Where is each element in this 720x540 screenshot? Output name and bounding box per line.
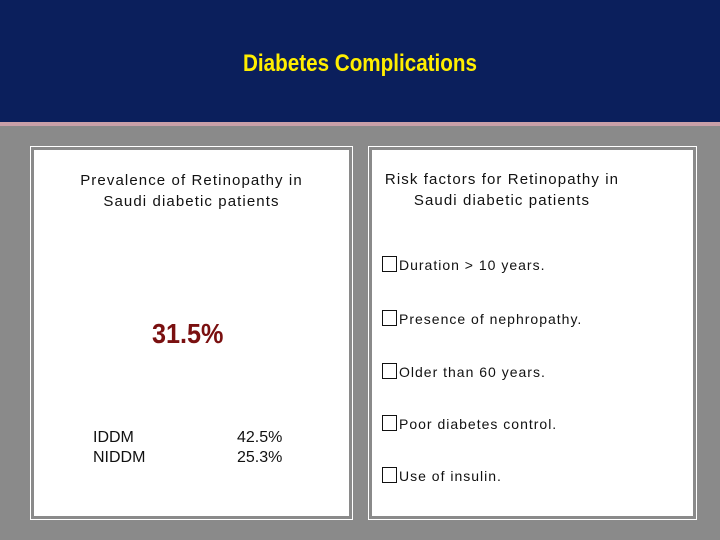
square-bullet-icon <box>382 256 397 272</box>
square-bullet-icon <box>382 363 397 379</box>
risk-factor-item: Older than 60 years. <box>382 363 546 380</box>
square-bullet-icon <box>382 415 397 431</box>
panel-title: Prevalence of Retinopathy in Saudi diabe… <box>34 170 349 212</box>
risk-factor-item: Poor diabetes control. <box>382 415 557 432</box>
square-bullet-icon <box>382 467 397 483</box>
risk-factors-panel: Risk factors for Retinopathy in Saudi di… <box>368 146 697 520</box>
panel-title-line-2: Saudi diabetic patients <box>103 193 280 210</box>
row-value-niddm: 25.3% <box>237 449 283 466</box>
risk-factor-item: Duration > 10 years. <box>382 256 545 273</box>
retinopathy-prevalence-panel: Prevalence of Retinopathy in Saudi diabe… <box>30 146 353 520</box>
panel-title-line-2: Saudi diabetic patients <box>413 192 591 209</box>
row-label-iddm: IDDM <box>93 429 134 446</box>
risk-factor-text: Use of insulin. <box>399 468 502 484</box>
panel-title: Risk factors for Retinopathy in Saudi di… <box>372 169 632 211</box>
risk-factor-text: Duration > 10 years. <box>399 257 546 273</box>
risk-factor-item: Use of insulin. <box>382 467 502 484</box>
panel-title-line-1: Risk factors for Retinopathy in <box>384 171 620 188</box>
panel-title-line-1: Prevalence of Retinopathy in <box>80 172 303 189</box>
overall-prevalence-value: 31.5% <box>152 318 224 349</box>
risk-factor-item: Presence of nephropathy. <box>382 310 582 327</box>
row-label-niddm: NIDDM <box>93 449 146 466</box>
risk-factor-text: Presence of nephropathy. <box>399 311 583 327</box>
square-bullet-icon <box>382 310 397 326</box>
risk-factor-text: Older than 60 years. <box>399 364 546 380</box>
slide-header: Diabetes Complications <box>0 0 720 126</box>
risk-factor-text: Poor diabetes control. <box>399 416 558 432</box>
row-value-iddm: 42.5% <box>237 429 283 446</box>
slide-title: Diabetes Complications <box>243 50 477 77</box>
